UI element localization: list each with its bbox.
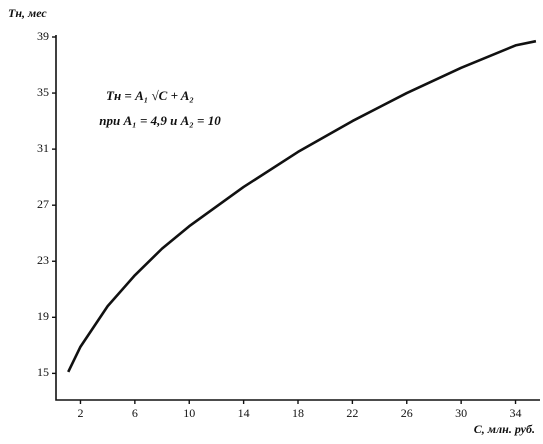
x-tick-label: 34 — [510, 406, 522, 420]
y-tick-label: 39 — [37, 29, 49, 43]
x-tick-label: 22 — [346, 406, 358, 420]
x-tick-label: 26 — [401, 406, 413, 420]
y-tick-label: 15 — [37, 365, 49, 379]
y-tick-label: 27 — [37, 197, 49, 211]
x-tick-label: 30 — [455, 406, 467, 420]
y-tick-label: 31 — [37, 141, 49, 155]
x-tick-label: 14 — [238, 406, 250, 420]
axes — [55, 35, 540, 401]
x-tick-label: 18 — [292, 406, 304, 420]
x-tick-label: 6 — [132, 406, 138, 420]
x-tick-label: 10 — [183, 406, 195, 420]
line — [67, 39, 537, 373]
x-axis-label: C, млн. руб. — [474, 422, 535, 436]
y-axis-label: Tн, мес — [8, 6, 47, 20]
y-tick-label: 19 — [37, 309, 49, 323]
y-tick-label: 23 — [37, 253, 49, 267]
y-tick-label: 35 — [37, 85, 49, 99]
x-tick-label: 2 — [77, 406, 83, 420]
formula-params: при A₁ = 4,9 и A₂ = 10 — [99, 113, 221, 128]
formula: Tн = A₁ √C + A₂ — [106, 88, 194, 103]
